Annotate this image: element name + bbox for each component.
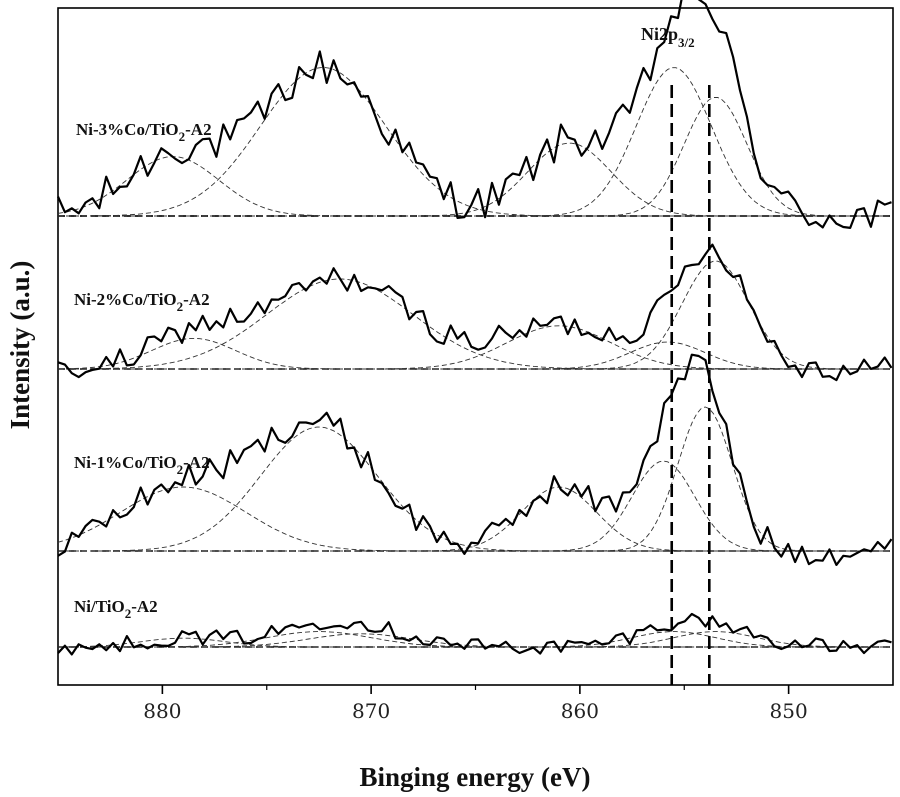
x-tick-label-4: 850 <box>770 699 808 723</box>
series-label-4-sub: 2 <box>125 606 132 621</box>
series-label-3: Ni-1%Co/TiO2-A2 <box>74 453 210 477</box>
series-label-3-tail: -A2 <box>183 453 209 472</box>
series-4-spectrum <box>57 612 892 656</box>
series-label-1: Ni-3%Co/TiO2-A2 <box>76 120 212 144</box>
series-group-4 <box>57 612 893 656</box>
series-group-3 <box>57 353 893 566</box>
series-1-component-2 <box>58 67 889 217</box>
plot-area <box>56 0 893 685</box>
series-2-component-4 <box>58 341 889 370</box>
series-label-2-tail: -A2 <box>183 290 209 309</box>
series-2-component-1 <box>58 337 889 370</box>
series-2-spectrum <box>57 243 893 382</box>
ni2p-annotation-sub: 3/2 <box>678 35 695 50</box>
series-label-2: Ni-2%Co/TiO2-A2 <box>74 290 210 314</box>
series-label-1-tail: -A2 <box>185 120 211 139</box>
series-label-3-sub: 2 <box>177 462 184 477</box>
x-axis-title: Binging energy (eV) <box>360 762 591 792</box>
series-1-component-5 <box>58 97 889 217</box>
x-tick-label-3: 860 <box>561 699 599 723</box>
series-1-spectrum <box>56 0 892 229</box>
series-3-spectrum <box>57 353 893 566</box>
series-label-3-main: Ni-1%Co/TiO <box>74 453 177 472</box>
series-3-component-5 <box>58 406 889 552</box>
x-tick-label-2: 870 <box>352 699 390 723</box>
series-1-component-1 <box>57 156 889 217</box>
series-label-4-tail: -A2 <box>131 597 157 616</box>
x-tick-label-1: 880 <box>143 699 181 723</box>
series-4-component-2 <box>58 631 889 648</box>
series-2-component-5 <box>58 260 889 370</box>
x-axis-ticks: 880 870 860 850 <box>143 685 808 723</box>
series-group-1 <box>56 0 893 229</box>
series-label-1-sub: 2 <box>179 129 186 144</box>
ni2p-annotation: Ni2p3/2 <box>641 24 695 50</box>
series-label-4-main: Ni/TiO <box>74 597 125 616</box>
series-4-component-5 <box>58 631 889 648</box>
series-group-2 <box>57 243 893 382</box>
series-label-2-main: Ni-2%Co/TiO <box>74 290 177 309</box>
series-label-1-main: Ni-3%Co/TiO <box>76 120 179 139</box>
series-labels: Ni-3%Co/TiO2-A2 Ni-2%Co/TiO2-A2 Ni-1%Co/… <box>74 120 212 621</box>
series-3-component-1 <box>57 486 889 552</box>
plot-frame <box>57 7 894 686</box>
series-label-2-sub: 2 <box>177 299 184 314</box>
series-3-component-2 <box>58 426 889 552</box>
series-3-component-3 <box>58 486 889 552</box>
y-axis-title: Intensity (a.u.) <box>5 261 35 430</box>
ni2p-annotation-main: Ni2p <box>641 24 678 44</box>
series-label-4: Ni/TiO2-A2 <box>74 597 158 621</box>
